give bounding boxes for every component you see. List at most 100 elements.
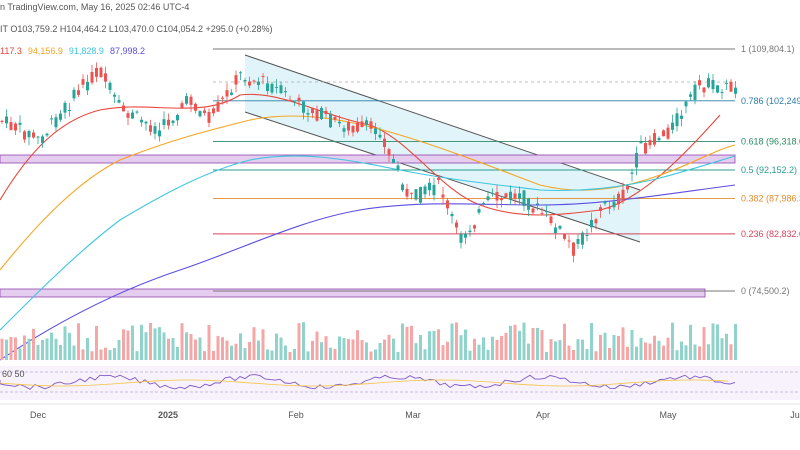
- candle-body: [518, 193, 521, 199]
- candle-body: [0, 120, 4, 122]
- candle-body: [720, 92, 724, 94]
- candle-body: [117, 100, 121, 103]
- candle-body: [189, 96, 193, 105]
- volume-bar: [459, 335, 463, 360]
- candle-body: [671, 122, 674, 130]
- volume-bar: [401, 323, 404, 360]
- channel-upper-line: [244, 54, 641, 191]
- candle-body: [126, 113, 130, 118]
- candle-body: [405, 188, 409, 197]
- volume-bar: [684, 345, 688, 360]
- volume-bar: [212, 351, 215, 360]
- candle-body: [72, 89, 76, 99]
- volume-bar: [504, 332, 508, 360]
- candle-body: [693, 84, 697, 100]
- volume-bar: [590, 322, 593, 360]
- volume-bar: [572, 349, 575, 360]
- candle-body: [581, 232, 584, 245]
- candle-body: [315, 110, 319, 121]
- candle-body: [131, 112, 134, 119]
- candle-body: [558, 225, 562, 229]
- volume-bar: [482, 337, 485, 360]
- candle-body: [347, 122, 350, 131]
- volume-bar: [72, 345, 76, 360]
- time-axis-label: Apr: [536, 410, 550, 420]
- candle-body: [149, 125, 152, 132]
- volume-bar: [702, 327, 706, 360]
- volume-bar: [725, 333, 728, 360]
- candle-body: [63, 102, 67, 113]
- candle-body: [473, 225, 476, 229]
- volume-bar: [36, 344, 40, 360]
- volume-bar: [558, 340, 562, 360]
- candle-body: [387, 149, 391, 156]
- volume-bar: [351, 339, 355, 360]
- candle-body: [414, 189, 418, 200]
- volume-bar: [648, 343, 652, 360]
- candle-body: [104, 73, 107, 82]
- candle-body: [270, 83, 274, 93]
- volume-bar: [153, 328, 157, 360]
- volume-bar: [68, 332, 71, 360]
- volume-bar: [626, 346, 629, 360]
- volume-bar: [630, 329, 634, 360]
- candlesticks: [0, 62, 737, 263]
- fib-label: 0.786 (102,249.: [741, 96, 800, 106]
- volume-bar: [45, 338, 49, 360]
- candle-body: [167, 119, 170, 126]
- candle-body: [567, 240, 571, 242]
- candle-body: [203, 110, 206, 113]
- candle-body: [419, 186, 422, 203]
- volume-bar: [437, 329, 440, 360]
- rsi-signal-line: [0, 379, 729, 387]
- volume-bar: [423, 349, 427, 360]
- time-axis-label: Mar: [405, 410, 421, 420]
- candle-body: [657, 138, 661, 141]
- candle-body: [504, 193, 508, 198]
- volume-bar: [104, 347, 107, 360]
- candle-body: [531, 208, 535, 213]
- candle-body: [324, 110, 328, 115]
- candle-body: [99, 67, 103, 78]
- volume-bar: [432, 330, 436, 360]
- volume-bar: [671, 322, 674, 360]
- candle-body: [54, 117, 58, 128]
- time-axis: Dec 2025 Feb Mar Apr May Ju: [30, 410, 800, 420]
- volume-bar: [338, 336, 341, 360]
- volume-bar: [176, 346, 179, 360]
- candle-body: [77, 90, 80, 95]
- volume-bar: [689, 324, 692, 360]
- candle-body: [108, 82, 112, 90]
- candle-body: [441, 194, 445, 198]
- time-axis-label: 2025: [158, 410, 178, 420]
- volume-bar: [248, 341, 251, 360]
- volume-bar: [374, 349, 377, 360]
- volume-bar: [324, 336, 328, 360]
- candle-body: [162, 119, 166, 126]
- candle-body: [536, 203, 539, 205]
- volume-bar: [270, 350, 274, 360]
- candle-body: [261, 76, 265, 78]
- candle-body: [666, 127, 670, 139]
- volume-bar: [603, 332, 607, 360]
- volume-bar: [491, 336, 494, 360]
- volume-bar: [135, 351, 139, 360]
- candle-body: [491, 193, 494, 195]
- candle-body: [45, 133, 49, 136]
- volume-bar: [261, 329, 265, 360]
- candle-body: [689, 94, 692, 97]
- volume-bar: [522, 322, 526, 360]
- candle-body: [81, 79, 85, 85]
- candle-body: [702, 87, 706, 93]
- volume-bar: [108, 350, 112, 360]
- volume-bar: [653, 335, 656, 360]
- volume-bar: [198, 337, 202, 360]
- candle-body: [603, 201, 607, 204]
- candle-body: [288, 99, 292, 101]
- candle-body: [68, 109, 71, 111]
- volume-bar: [297, 323, 301, 360]
- volume-bar: [419, 335, 422, 360]
- volume-bar: [396, 351, 400, 360]
- volume-bar: [392, 338, 395, 360]
